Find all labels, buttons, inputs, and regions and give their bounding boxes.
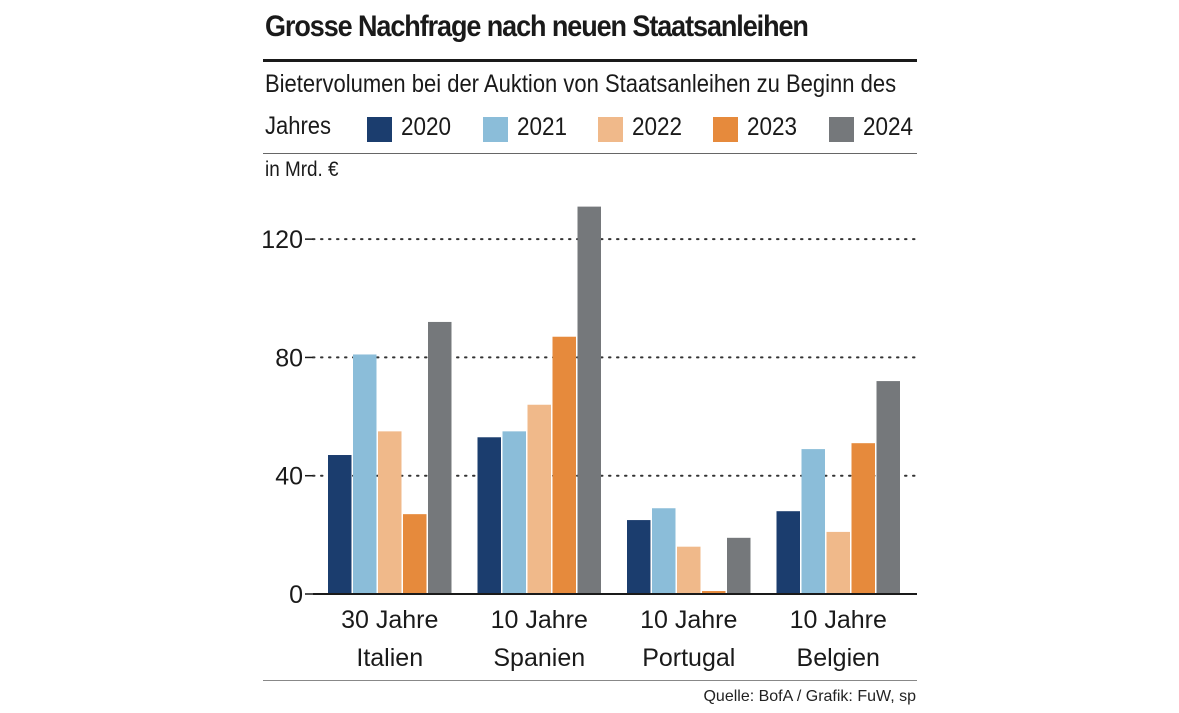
footer-divider <box>263 680 917 681</box>
legend-label-2021: 2021 <box>517 113 568 141</box>
legend-label-2023: 2023 <box>747 113 798 141</box>
bar-2023-1 <box>552 336 576 594</box>
legend-label-2020: 2020 <box>401 113 452 141</box>
bar-2024-1 <box>577 206 601 594</box>
legend-label-2022: 2022 <box>632 113 683 141</box>
chart-title: Grosse Nachfrage nach neuen Staatsanleih… <box>265 10 809 43</box>
bar-2020-1 <box>477 437 501 594</box>
source-note: Quelle: BofA / Grafik: FuW, sp <box>703 688 916 705</box>
x-tick-label-1-0: 10 Jahre <box>491 606 588 634</box>
bar-2023-0 <box>403 514 427 594</box>
bar-2023-3 <box>851 443 875 594</box>
y-tick-label-80: 80 <box>275 344 303 372</box>
bar-2022-3 <box>826 531 850 594</box>
legend-swatch-2024 <box>829 117 854 142</box>
legend-swatch-2023 <box>713 117 738 142</box>
bar-2021-1 <box>502 431 526 594</box>
bar-2023-2 <box>702 591 726 594</box>
x-tick-label-0-0: 30 Jahre <box>341 606 438 634</box>
x-tick-label-2-1: Portugal <box>642 644 735 672</box>
legend: 2020 2021 2022 2023 2024 <box>0 113 1179 145</box>
legend-swatch-2021 <box>483 117 508 142</box>
legend-label-2024: 2024 <box>863 113 914 141</box>
bar-2022-2 <box>677 546 701 594</box>
x-tick-label-3-0: 10 Jahre <box>790 606 887 634</box>
bar-2024-2 <box>727 537 751 594</box>
title-rule <box>263 59 917 62</box>
bar-2021-0 <box>353 354 377 594</box>
y-tick-label-0: 0 <box>289 581 303 609</box>
bar-2024-3 <box>876 381 900 594</box>
x-tick-label-1-1: Spanien <box>493 644 585 672</box>
bar-2020-3 <box>776 511 800 594</box>
header-divider <box>263 153 917 154</box>
x-tick-label-0-1: Italien <box>356 644 423 672</box>
legend-swatch-2020 <box>367 117 392 142</box>
bar-2022-0 <box>378 431 402 594</box>
chart-subtitle: Bietervolumen bei der Auktion von Staats… <box>265 70 897 98</box>
bar-2021-2 <box>652 508 676 594</box>
bar-2024-0 <box>428 321 452 594</box>
x-tick-label-2-0: 10 Jahre <box>640 606 737 634</box>
y-tick-label-40: 40 <box>275 463 303 491</box>
unit-label: in Mrd. € <box>265 158 339 181</box>
chart-subtitle-continued: Jahres <box>265 112 332 140</box>
legend-swatch-2022 <box>598 117 623 142</box>
y-tick-label-120: 120 <box>261 226 303 254</box>
bar-2022-1 <box>527 404 551 594</box>
x-tick-label-3-1: Belgien <box>797 644 880 672</box>
bar-2021-3 <box>801 449 825 594</box>
bar-2020-2 <box>627 520 651 594</box>
bar-2020-0 <box>328 455 352 594</box>
